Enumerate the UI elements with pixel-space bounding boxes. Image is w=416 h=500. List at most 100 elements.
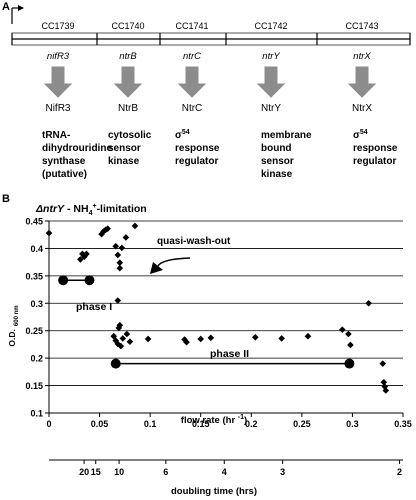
chart-title: ΔntrY - NH4+-limitation [35,203,147,217]
protein-description: response [353,143,398,154]
washout-arrow [157,257,191,267]
protein-name: NtrB [118,103,138,114]
phase-ii-label: phase II [210,348,249,360]
phase-lines [58,275,355,369]
data-point [45,229,53,237]
data-point [118,244,126,252]
protein-description: regulator [353,156,396,167]
data-point [77,256,84,263]
data-point [131,222,139,230]
locus-tag: CC1741 [175,21,208,31]
gene-ntrX: CC1743 ntrX NtrX σ54 response regulator [316,21,411,167]
data-point [123,330,131,338]
protein-description: bound [261,143,292,154]
phase-ii-end-marker [344,358,355,369]
y-tick-label: 0.3 [30,299,43,309]
protein-name: NifR3 [45,103,70,114]
protein-description: σ54 [353,129,368,141]
panel-b-label: B [2,193,10,205]
data-point [83,250,90,258]
protein-name: NtrC [182,103,203,114]
protein-description: (putative) [42,169,87,180]
data-point [379,360,387,367]
expression-arrow [256,66,286,98]
data-point [114,297,122,304]
protein-description: σ54 [175,129,190,141]
protein-description: synthase [42,156,86,167]
data-point [116,264,124,272]
data-point [112,242,120,250]
data-point [382,387,390,394]
y-tick-label: 0.15 [25,381,43,391]
gene-name: nifR3 [47,51,70,62]
protein-description: kinase [261,169,293,180]
panel-a-label: A [2,1,10,13]
doubling-time-label: doubling time (hrs) [171,486,257,497]
protein-description: kinase [108,156,140,167]
y-tick-label: 0.4 [30,244,43,254]
data-point [144,335,152,343]
axes: 0.1 0.15 0.2 0.25 0.3 0.35 0.4 0.45 0 0.05 0.1 0.15… [25,217,411,478]
grid [49,220,403,386]
x-tick-label: 0.2 [245,419,258,429]
gene-nifR3: CC1739 nifR3 NifR3 tRNA-dihydrouridine synth… [11,21,112,180]
data-point [116,321,124,329]
data-point [347,341,354,349]
locus-tag: CC1739 [41,21,74,31]
x-tick-label: 0.1 [144,419,157,429]
x-tick-label: 0.3 [346,419,359,429]
protein-description: membrane [261,130,312,141]
gene-ntrB: CC1740 ntrB NtrB cytosolic sensor kinase [96,21,152,167]
data-point [197,335,205,343]
data-point [117,342,125,350]
phase-i-label: phase I [76,301,112,313]
data-point [365,299,372,307]
data-point [380,378,388,386]
y-tick-label: 0.2 [30,354,43,364]
gene-ntrY: CC1742 ntrY NtrY membrane bound sensor kinase [225,21,312,180]
x-tick-label: 0 [46,419,51,429]
expression-arrow [347,66,377,98]
gene-name: ntrB [119,51,137,62]
protein-description: sensor [261,156,294,167]
protein-description: regulator [175,156,218,167]
y-tick-label: 0.45 [25,217,43,227]
data-point [119,335,127,342]
y-tick-label: 0.1 [30,409,43,419]
data-point [115,324,123,332]
data-point [304,332,312,340]
data-point [104,225,111,232]
data-point [278,335,285,342]
expression-arrow [177,66,207,98]
data-point [116,259,124,266]
data-point [207,334,215,342]
data-point [252,333,259,341]
expression-arrow [43,66,73,98]
y-tick-label: 0.25 [25,326,43,336]
doubling-time-tick-label: 10 [114,467,124,477]
expression-arrow [113,66,143,98]
protein-name: NtrX [352,103,372,114]
x-tick-label: 0.05 [91,419,109,429]
x-axis-label: flow rate (hr -1) [181,414,247,426]
gene-name: ntrY [262,51,280,62]
data-point [183,338,190,346]
y-tick-label: 0.35 [25,271,43,281]
data-point [114,251,122,259]
gene-name: ntrC [183,51,201,62]
y-axis-label: O.D.600 nm [7,305,20,346]
x-tick-label: 0.25 [293,419,311,429]
doubling-time-tick-label: 20 [79,467,89,477]
doubling-time-tick-label: 15 [91,467,101,477]
protein-description: response [175,143,220,154]
data-point [339,326,346,333]
data-point [79,250,86,258]
protein-description: dihydrouridine [42,143,112,154]
doubling-time-tick-label: 2 [397,467,402,477]
washout-label: quasi-wash-out [157,236,231,247]
locus-tag: CC1742 [254,21,287,31]
phase-i-start-marker [58,275,69,286]
data-point [122,234,130,241]
data-point [181,336,188,343]
